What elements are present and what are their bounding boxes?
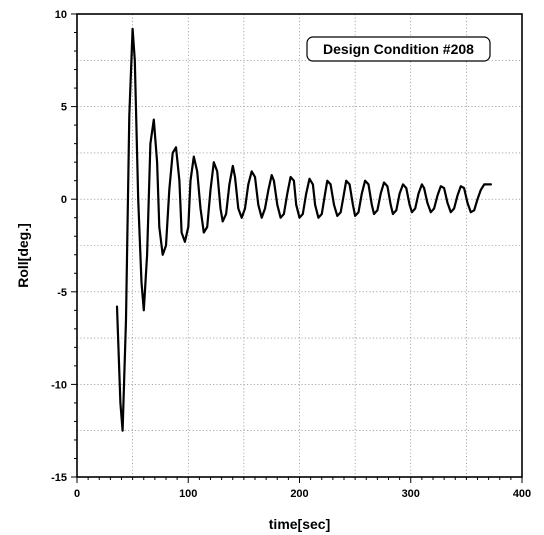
y-tick-label: 5 xyxy=(61,102,67,114)
y-tick-label: 10 xyxy=(55,9,67,21)
y-axis-label: Roll[deg.] xyxy=(15,223,31,288)
y-tick-labels: -15 -10 -5 0 5 10 xyxy=(51,9,67,484)
y-tick-label: -5 xyxy=(57,287,67,299)
axis-ticks xyxy=(71,13,523,483)
y-tick-label: -15 xyxy=(51,472,67,484)
x-axis-label: time[sec] xyxy=(269,516,330,532)
annotation-box xyxy=(306,36,491,62)
roll-series-line xyxy=(115,27,492,432)
x-tick-labels: 0 100 200 300 400 xyxy=(74,488,531,500)
x-tick-label: 100 xyxy=(179,488,197,500)
grid-lines xyxy=(77,14,522,477)
x-tick-label: 0 xyxy=(74,488,80,500)
y-tick-label: -10 xyxy=(51,379,67,391)
annotation-text: Design Condition #208 xyxy=(323,41,474,57)
x-tick-label: 200 xyxy=(290,488,308,500)
y-tick-label: 0 xyxy=(61,194,67,206)
x-tick-label: 400 xyxy=(513,488,531,500)
x-tick-label: 300 xyxy=(402,488,420,500)
